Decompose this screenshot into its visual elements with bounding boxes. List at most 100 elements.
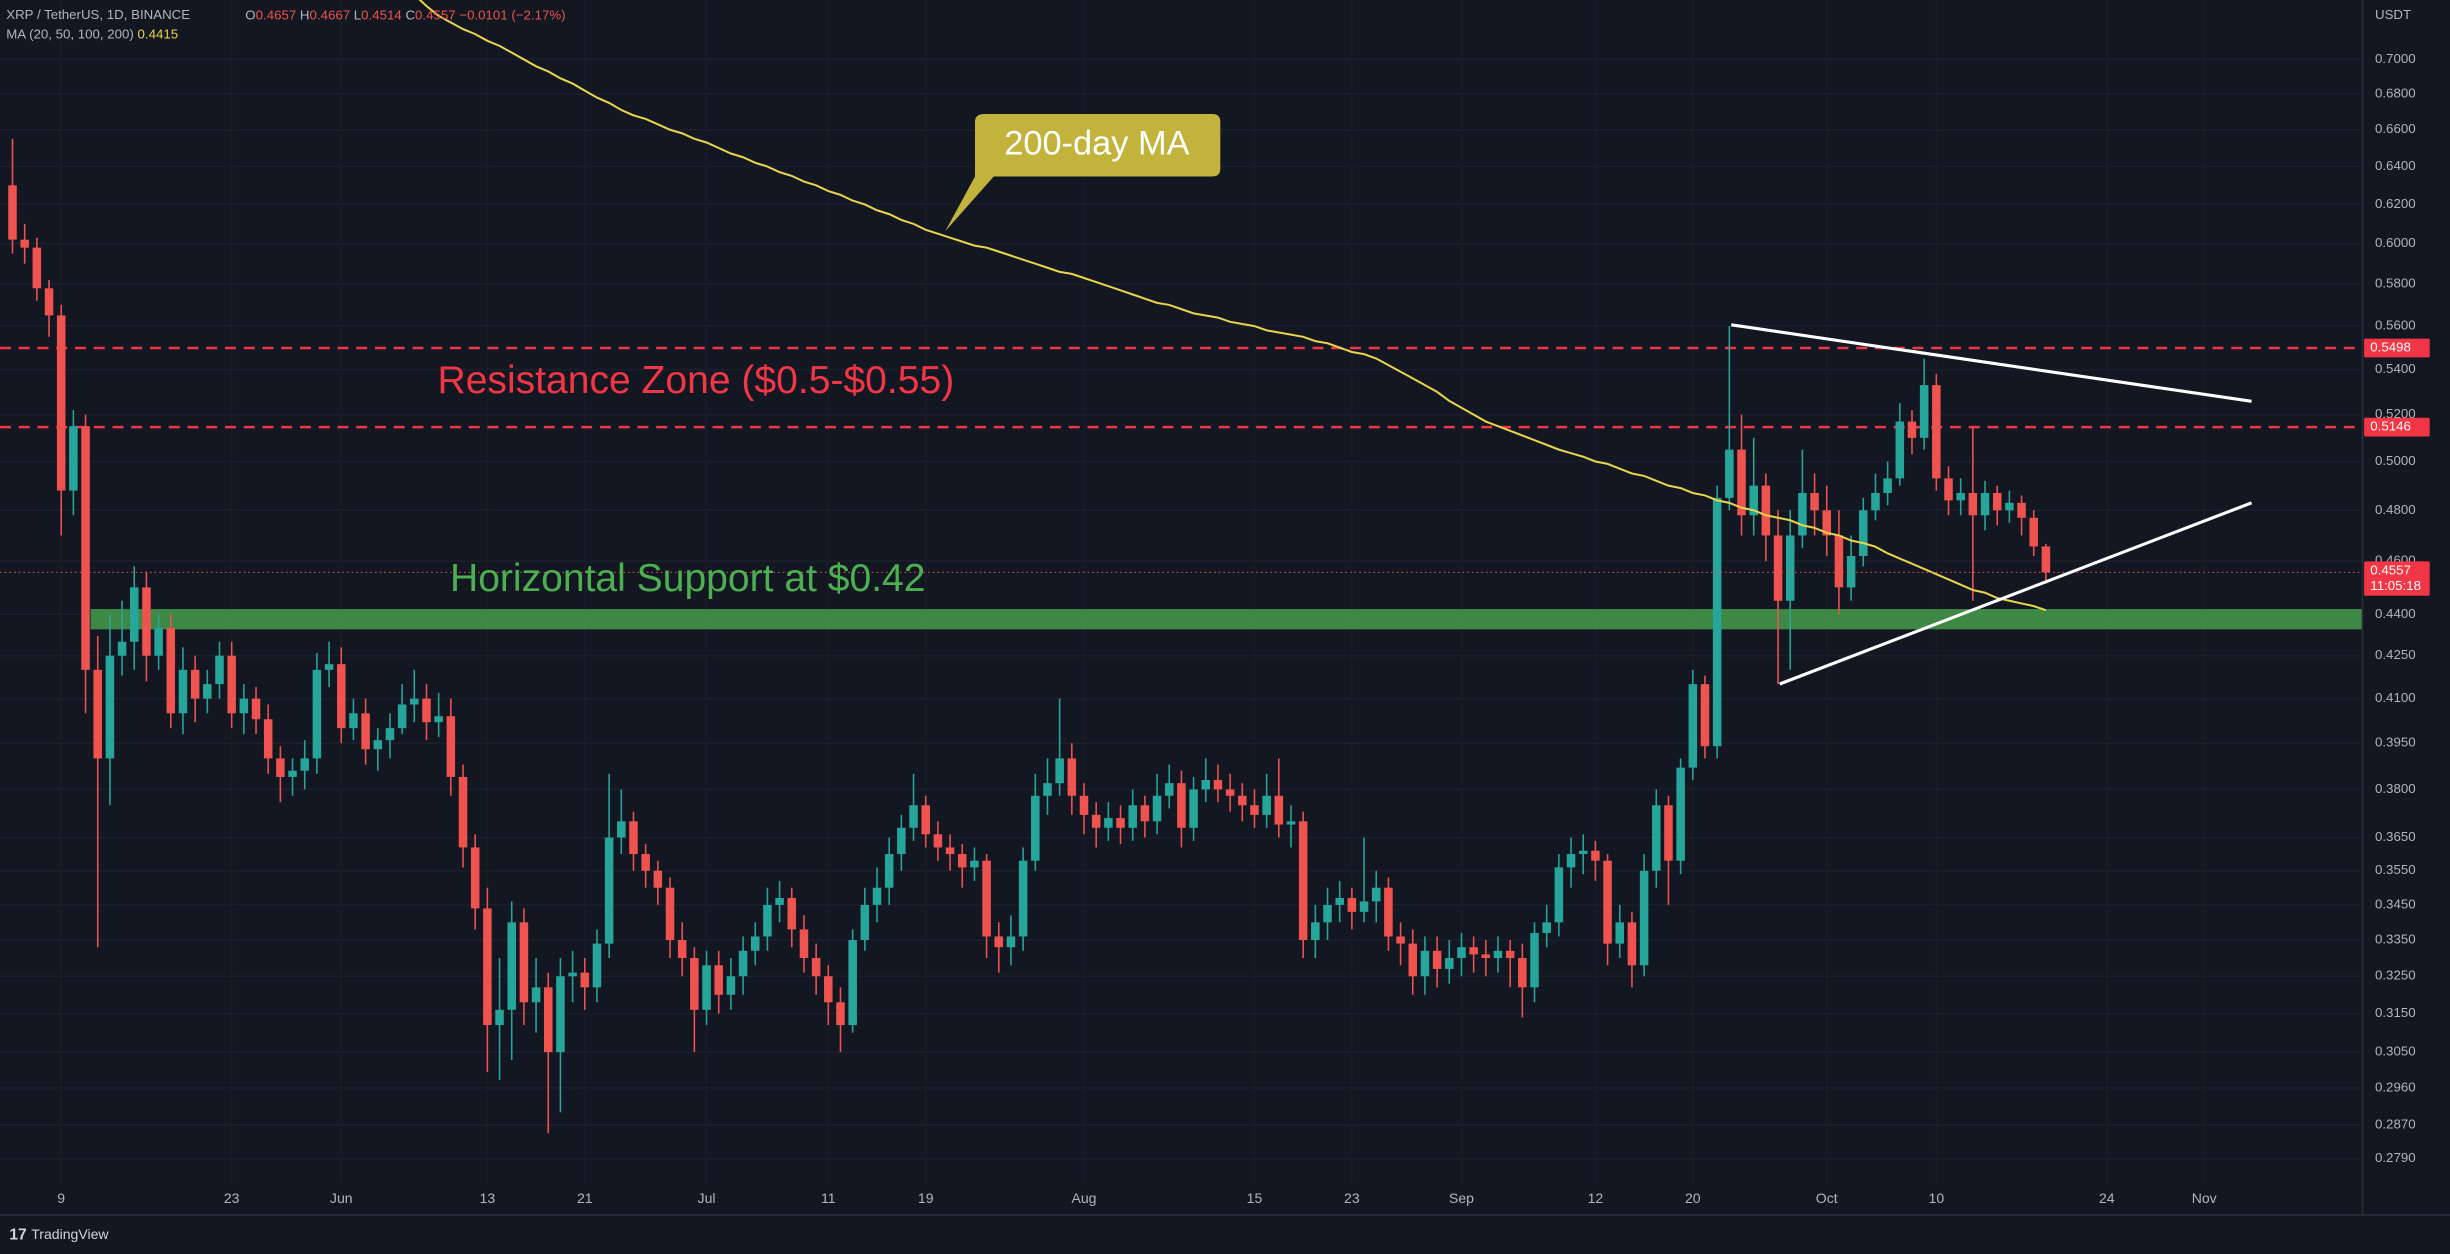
symbol: XRP / TetherUS, 1D, BINANCE: [6, 7, 190, 22]
candle-body: [1652, 805, 1661, 871]
x-tick-label: Nov: [2192, 1190, 2217, 1206]
candle-body: [811, 958, 821, 977]
x-tick-label: 15: [1247, 1190, 1263, 1206]
candle-body: [824, 976, 833, 1003]
callout-box: [945, 114, 1221, 232]
candle-body: [1907, 421, 1917, 438]
candle-body: [1737, 449, 1746, 516]
candle-body: [1359, 901, 1369, 912]
annotation-resistance: Resistance Zone ($0.5-$0.55): [438, 359, 955, 402]
candle-body: [1712, 497, 1722, 747]
callout-text: 200-day MA: [1004, 124, 1189, 162]
low-value: 0.4514: [361, 7, 402, 22]
candle-body: [288, 770, 297, 777]
y-tick-label: 0.3350: [2375, 932, 2416, 947]
candle-body: [1018, 860, 1028, 937]
candle-body: [1371, 887, 1381, 902]
candle-body: [1384, 887, 1393, 937]
x-tick-label: Sep: [1449, 1190, 1474, 1206]
candle-body: [690, 958, 699, 1010]
legend: XRP / TetherUS, 1D, BINANCE O0.4657 H0.4…: [6, 7, 565, 41]
ma-name: MA (20, 50, 100, 200): [6, 26, 134, 41]
candle-body: [1043, 783, 1052, 796]
open-label: O: [245, 7, 255, 22]
candle-body: [1481, 954, 1491, 959]
candle-body: [93, 669, 102, 759]
candle-body: [1773, 535, 1783, 601]
price-axis: 0.7000 0.6800 0.6600 0.6400 0.6200 0.6000 0.58…: [2364, 51, 2430, 1165]
candle-body: [714, 965, 723, 995]
candle-body: [1432, 950, 1442, 969]
y-tick-label: 0.2960: [2375, 1079, 2416, 1094]
y-tick-label: 0.5800: [2375, 276, 2416, 291]
candle-body: [130, 587, 139, 642]
candle-body: [1761, 485, 1771, 536]
candle-body: [20, 239, 29, 248]
candle-body: [422, 698, 431, 723]
candle-body: [1932, 385, 1941, 479]
candle-body: [1992, 492, 2002, 511]
x-tick-label: 19: [918, 1190, 934, 1206]
candle-body: [2005, 502, 2014, 511]
close-label: C: [405, 7, 415, 22]
price-line-label-box: [2364, 338, 2430, 358]
candle-body: [458, 776, 468, 848]
x-tick-label: 10: [1929, 1190, 1945, 1206]
candle-body: [702, 965, 711, 1010]
candle-body: [945, 847, 955, 855]
candle-body: [872, 887, 882, 905]
candle-body: [1859, 510, 1868, 556]
candle-body: [300, 758, 309, 771]
price-line-label-box: [2364, 417, 2430, 437]
candle-body: [763, 904, 772, 937]
candle-body: [1676, 767, 1685, 861]
support-zone: [90, 609, 2363, 630]
y-tick-label: 0.3950: [2375, 735, 2416, 750]
candle-body: [1700, 684, 1710, 747]
candle-body: [361, 713, 370, 750]
y-tick-label: 0.3050: [2375, 1044, 2416, 1059]
candle-body: [1408, 943, 1418, 977]
candle-body: [677, 940, 687, 959]
candle-body: [1968, 492, 1978, 516]
candle-body: [1152, 795, 1162, 822]
price-line-label: 0.5498: [2370, 340, 2411, 355]
plot-area: [0, 0, 2363, 1134]
candle-body: [799, 929, 809, 959]
candle-body: [1213, 780, 1223, 790]
candle-body: [483, 908, 492, 1026]
y-tick-label: 0.6600: [2375, 121, 2416, 136]
time-axis: 9 23 Jun 13 21 Jul 11 19 Aug 15 23 Sep 12 20 Oct 10 24 No…: [57, 1190, 2216, 1206]
candle-body: [580, 972, 590, 988]
candle-body: [665, 887, 675, 941]
candle-body: [312, 669, 322, 759]
candle-body: [543, 987, 553, 1053]
candle-body: [1311, 922, 1320, 941]
candle-body: [921, 805, 930, 835]
candle-body: [190, 669, 200, 699]
candle-body: [1006, 936, 1016, 948]
candle-body: [726, 976, 736, 995]
y-tick-label: 0.3150: [2375, 1005, 2416, 1020]
candle-body: [1238, 795, 1247, 806]
candle-body: [592, 943, 602, 988]
candle-body: [1566, 854, 1576, 868]
candle-body: [2041, 546, 2051, 573]
y-tick-label: 0.4800: [2375, 502, 2416, 517]
candle-body: [1055, 758, 1064, 784]
candle-body: [105, 655, 115, 759]
price-axis-unit: USDT: [2375, 7, 2411, 22]
ma-legend: MA (20, 50, 100, 200) 0.4415: [6, 26, 178, 41]
countdown-label: 11:05:18: [2370, 578, 2421, 593]
candle-body: [1530, 932, 1539, 988]
candle-body: [239, 698, 249, 714]
candle-body: [1177, 783, 1186, 828]
candle-body: [1639, 870, 1649, 966]
candle-body: [1956, 492, 1965, 501]
candle-body: [1140, 805, 1150, 822]
candle-body: [1578, 850, 1588, 855]
candle-body: [653, 870, 663, 888]
candle-body: [994, 936, 1004, 948]
y-tick-label: 0.4250: [2375, 647, 2416, 662]
